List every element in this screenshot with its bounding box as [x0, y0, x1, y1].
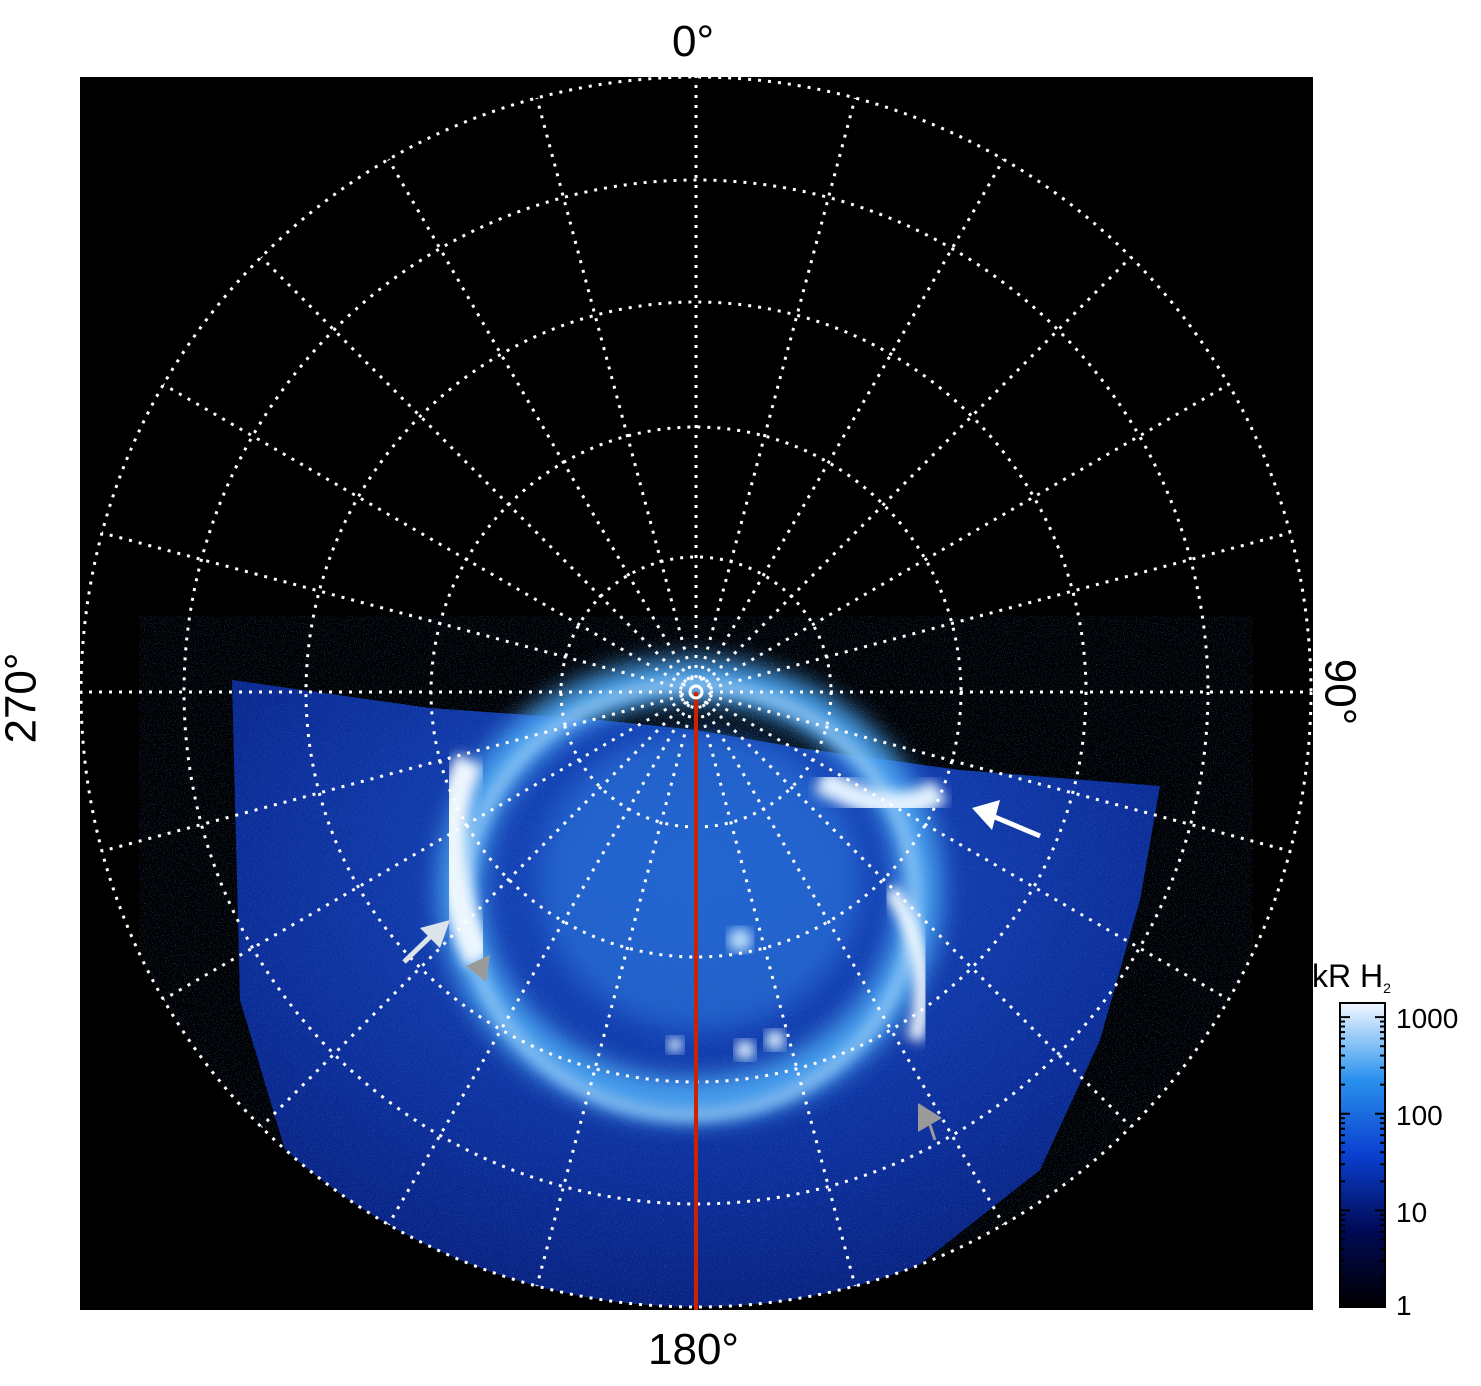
colorbar-title-text: kR H — [1312, 958, 1384, 994]
white-arrow-left — [402, 920, 450, 964]
colorbar-title: kR H2 — [1312, 958, 1391, 996]
longitude-label-0: 0° — [672, 17, 715, 66]
longitude-label-180: 180° — [648, 1325, 740, 1374]
longitude-label-270: 270° — [0, 652, 46, 744]
meridian-line — [709, 531, 1291, 690]
gray-arrowhead-left — [466, 955, 490, 982]
meridian-line — [535, 97, 694, 679]
meridian-line — [701, 703, 1005, 1226]
dawn-arc — [436, 753, 494, 967]
meridian-line — [162, 697, 685, 1001]
meridian-line — [260, 700, 688, 1128]
pole-marker — [688, 684, 704, 700]
colorbar-tick-1: 1 — [1396, 1290, 1412, 1321]
gray-arrowhead-right — [918, 1103, 942, 1141]
meridian-line — [162, 383, 685, 687]
meridian-line — [704, 700, 1132, 1128]
meridian-line — [707, 697, 1230, 1001]
colorbar-tick-10: 10 — [1396, 1197, 1428, 1228]
meridian-line — [704, 256, 1132, 684]
meridian-line — [707, 383, 1230, 687]
meridian-line — [709, 694, 1291, 853]
meridian-line — [260, 256, 688, 684]
colorbar-tick-1000: 1000 — [1396, 1003, 1459, 1034]
colorbar-tick-100: 100 — [1396, 1100, 1443, 1131]
longitude-grid — [81, 77, 1311, 1307]
meridian-line — [101, 531, 683, 690]
longitude-label-90: 90° — [1315, 658, 1365, 726]
white-arrow-right — [972, 800, 1041, 839]
meridian-line — [387, 703, 691, 1226]
meridian-line — [387, 158, 691, 681]
meridian-line — [698, 705, 857, 1287]
meridian-line — [101, 694, 683, 853]
colorbar-title-subscript: 2 — [1383, 980, 1391, 996]
meridian-line — [701, 158, 1005, 681]
dusk-arc — [814, 768, 948, 819]
meridian-line — [698, 97, 857, 679]
meridian-line — [535, 705, 694, 1287]
colorbar — [1339, 1002, 1386, 1308]
